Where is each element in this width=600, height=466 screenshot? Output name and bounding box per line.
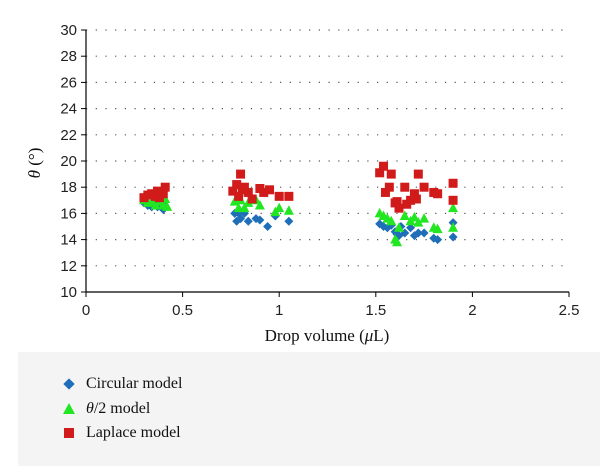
data-point-triangle (386, 215, 397, 226)
data-point-square (448, 178, 458, 188)
data-point-triangle (448, 202, 459, 213)
scatter-chart: 10 12 14 16 18 20 22 24 26 28 30 0 0.5 1 1.5 2 2.5 Drop… (25, 22, 580, 345)
data-point-square (236, 169, 246, 179)
data-point-diamond (419, 228, 429, 238)
x-tick-labels: 0 0.5 1 1.5 2 2.5 (82, 302, 580, 319)
y-tick-label: 18 (60, 179, 77, 196)
y-axis-title: θ (°) (25, 148, 44, 179)
data-point-square (419, 182, 429, 192)
data-point-square (274, 191, 284, 201)
y-tick-label: 22 (60, 127, 77, 144)
legend-background (18, 352, 600, 466)
data-point-diamond (236, 214, 246, 224)
y-tick-labels: 10 12 14 16 18 20 22 24 26 28 30 (60, 22, 77, 301)
data-point-square (247, 194, 257, 204)
y-tick-label: 14 (60, 232, 77, 249)
data-point-square (386, 169, 396, 179)
legend-item-theta-half: θ/2 model (62, 398, 150, 420)
data-point-diamond (406, 223, 416, 233)
data-point-triangle (274, 202, 285, 213)
axes (81, 29, 570, 297)
data-point-square (400, 182, 410, 192)
x-tick-label: 2 (468, 302, 476, 319)
y-tick-label: 26 (60, 74, 77, 91)
y-tick-label: 16 (60, 205, 77, 222)
data-point-square (411, 194, 421, 204)
data-point-square (232, 180, 242, 190)
data-point-square (406, 195, 416, 205)
data-point-triangle (419, 213, 430, 223)
data-point-square (413, 169, 423, 179)
legend-label-theta-half: θ/2 model (86, 400, 151, 417)
x-tick-label: 2.5 (559, 302, 580, 319)
legend-label-laplace: Laplace model (86, 424, 181, 441)
x-tick-label: 1 (275, 302, 283, 319)
data-point-triangle (239, 202, 250, 213)
data-point-square (384, 182, 394, 192)
data-point-diamond (448, 232, 458, 242)
data-point-square (265, 185, 275, 195)
data-point-square (243, 187, 253, 197)
data-point-triangle (432, 223, 443, 234)
y-tick-label: 30 (60, 22, 77, 39)
data-point-triangle (399, 210, 410, 221)
y-tick-label: 24 (60, 101, 77, 118)
diamond-marker-icon (62, 377, 76, 391)
y-tick-label: 10 (60, 284, 77, 301)
data-point-diamond (284, 216, 294, 226)
data-points (138, 161, 459, 247)
data-point-square (234, 191, 244, 201)
series-2 (139, 161, 458, 213)
data-point-triangle (409, 211, 420, 222)
data-point-diamond (243, 216, 253, 226)
data-point-triangle (413, 217, 424, 227)
x-tick-label: 1.5 (365, 302, 386, 319)
data-point-square (433, 189, 443, 199)
data-point-triangle (393, 222, 404, 232)
data-point-diamond (413, 228, 423, 238)
data-point-square (160, 182, 170, 192)
data-point-triangle (254, 200, 265, 210)
data-point-square (380, 187, 390, 197)
data-point-diamond (433, 235, 443, 245)
data-point-square (409, 189, 419, 199)
data-point-diamond (255, 215, 265, 225)
square-marker-icon (62, 426, 76, 440)
data-point-triangle (448, 222, 459, 232)
data-point-square (284, 191, 294, 201)
data-point-triangle (283, 205, 294, 215)
legend-label-circular: Circular model (86, 375, 183, 392)
data-point-diamond (263, 222, 273, 231)
data-point-triangle (162, 201, 173, 211)
y-tick-label: 12 (60, 258, 77, 275)
data-point-square (152, 186, 162, 196)
data-point-square (239, 182, 249, 192)
data-point-square (228, 186, 238, 196)
plot-background (0, 0, 600, 352)
y-tick-label: 28 (60, 48, 77, 65)
x-tick-label: 0 (82, 302, 90, 319)
legend-item-circular: Circular model (62, 373, 182, 395)
x-axis-title: Drop volume (μL) (265, 326, 390, 345)
data-point-square (379, 161, 389, 171)
data-point-triangle (392, 236, 403, 247)
y-tick-label: 20 (60, 153, 77, 170)
data-point-square (394, 203, 404, 213)
triangle-marker-icon (62, 402, 76, 416)
legend-item-laplace: Laplace model (62, 422, 181, 444)
data-point-square (259, 187, 269, 197)
gridlines (86, 29, 569, 267)
data-point-square (392, 197, 402, 207)
x-tick-label: 0.5 (172, 302, 193, 319)
data-point-square (375, 168, 385, 178)
data-point-square (158, 189, 168, 199)
data-point-square (448, 195, 458, 205)
